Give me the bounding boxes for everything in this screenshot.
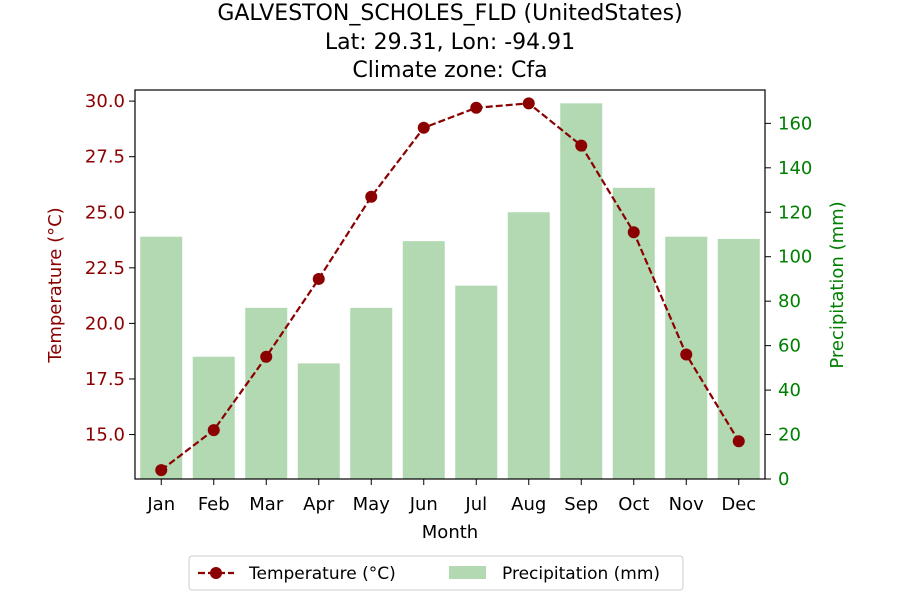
x-tick-label-nov: Nov xyxy=(669,494,704,515)
legend-temperature-label: Temperature (°C) xyxy=(248,564,396,584)
precipitation-bar-aug xyxy=(507,212,550,479)
legend: Temperature (°C) Precipitation (mm) xyxy=(188,555,684,591)
left-tick-label: 15.0 xyxy=(85,425,125,446)
precipitation-bar-apr xyxy=(297,363,340,479)
x-tick-label-mar: Mar xyxy=(249,494,284,515)
right-tick-label: 120 xyxy=(778,202,812,223)
left-tick-label: 25.0 xyxy=(85,202,125,223)
temperature-point-dec xyxy=(732,435,745,448)
temperature-point-may xyxy=(365,190,378,203)
x-tick-label-apr: Apr xyxy=(303,494,335,515)
legend-box xyxy=(188,555,684,591)
temperature-line xyxy=(160,102,740,471)
x-tick-label-aug: Aug xyxy=(511,494,546,515)
temperature-line-layer xyxy=(155,97,745,477)
x-axis-label: Month xyxy=(422,522,478,543)
left-axis-ticks: 15.0 17.5 20.0 22.5 25.0 27.5 30.0 xyxy=(85,91,135,446)
right-tick-label: 140 xyxy=(778,158,812,179)
temperature-point-feb xyxy=(207,424,220,437)
plot-frame xyxy=(134,89,766,480)
right-tick-label: 160 xyxy=(778,113,812,134)
chart-title-line2: Lat: 29.31, Lon: -94.91 xyxy=(325,30,575,55)
right-tick-label: 80 xyxy=(778,291,801,312)
temperature-point-mar xyxy=(260,350,273,363)
legend-temperature-swatch-marker xyxy=(210,567,222,579)
temperature-point-aug xyxy=(522,97,535,110)
x-tick-label-jul: Jul xyxy=(464,494,487,515)
precipitation-bar-feb xyxy=(192,356,235,479)
chart-title-line3: Climate zone: Cfa xyxy=(352,58,547,83)
x-axis-ticks: Jan Feb Mar Apr May Jun Jul Aug Sep Oct Nov Dec xyxy=(146,479,756,515)
precipitation-bar-jun xyxy=(402,241,445,479)
right-tick-label: 40 xyxy=(778,380,801,401)
precipitation-bar-jul xyxy=(455,285,498,479)
precipitation-bar-sep xyxy=(560,103,603,479)
temperature-point-jun xyxy=(417,121,430,134)
temperature-point-jul xyxy=(470,101,483,114)
legend-precipitation-swatch xyxy=(449,566,486,579)
temperature-point-oct xyxy=(627,226,640,239)
right-axis-label: Precipitation (mm) xyxy=(827,201,848,368)
x-tick-label-dec: Dec xyxy=(721,494,756,515)
x-tick-label-sep: Sep xyxy=(564,494,598,515)
right-tick-label: 0 xyxy=(778,469,789,490)
x-tick-label-oct: Oct xyxy=(618,494,649,515)
x-tick-label-jun: Jun xyxy=(409,494,438,515)
right-tick-label: 60 xyxy=(778,336,801,357)
left-tick-label: 30.0 xyxy=(85,91,125,112)
left-tick-label: 22.5 xyxy=(85,258,125,279)
legend-precipitation-label: Precipitation (mm) xyxy=(502,564,660,584)
precipitation-bar-jan xyxy=(140,236,183,479)
precipitation-bars xyxy=(140,103,760,479)
right-axis-ticks: 0 20 40 60 80 100 120 140 160 xyxy=(765,113,812,490)
temperature-point-sep xyxy=(575,139,588,152)
right-tick-label: 100 xyxy=(778,247,812,268)
x-tick-label-may: May xyxy=(353,494,391,515)
precipitation-bar-may xyxy=(350,307,393,479)
x-tick-label-jan: Jan xyxy=(146,494,175,515)
temperature-point-nov xyxy=(680,348,693,361)
left-tick-label: 20.0 xyxy=(85,313,125,334)
temperature-point-apr xyxy=(312,272,325,285)
temperature-point-jan xyxy=(155,464,168,477)
chart-title-line1: GALVESTON_SCHOLES_FLD (UnitedStates) xyxy=(217,1,682,26)
left-tick-label: 17.5 xyxy=(85,369,125,390)
right-tick-label: 20 xyxy=(778,425,801,446)
left-axis-label: Temperature (°C) xyxy=(45,207,66,363)
x-tick-label-feb: Feb xyxy=(198,494,230,515)
left-tick-label: 27.5 xyxy=(85,147,125,168)
